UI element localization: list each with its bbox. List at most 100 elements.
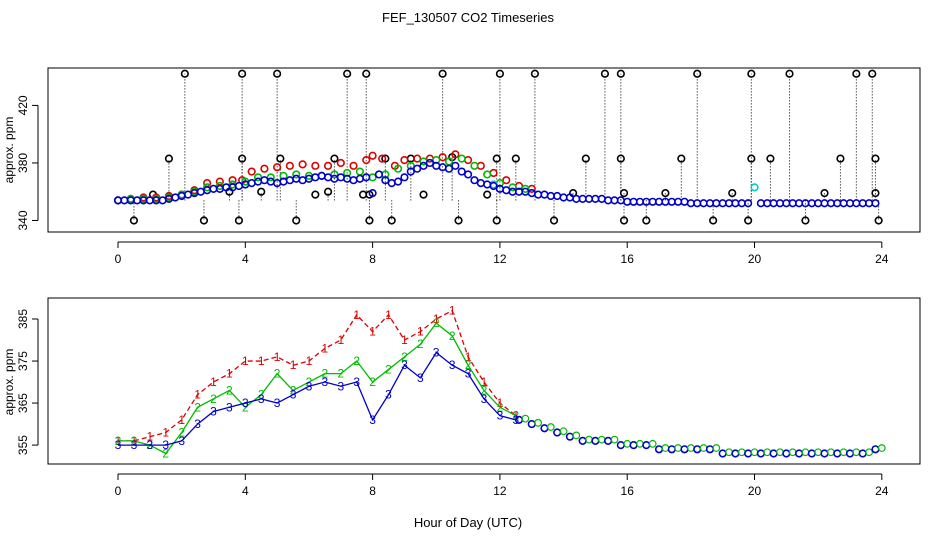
point-tail-green xyxy=(750,448,759,457)
point-blue xyxy=(387,178,396,188)
series-marker-2: 2 xyxy=(433,316,440,330)
series-marker-3: 3 xyxy=(481,392,488,406)
top-x-tick-label: 4 xyxy=(242,252,249,266)
point-black xyxy=(323,187,333,196)
series-marker-2: 2 xyxy=(131,434,138,448)
point-blue xyxy=(349,176,358,185)
point-tail xyxy=(731,449,740,458)
point-black xyxy=(661,189,670,198)
series-marker-1: 1 xyxy=(417,325,424,339)
bottom-x-tick-label: 12 xyxy=(493,484,507,498)
point-black xyxy=(820,189,829,198)
point-green xyxy=(292,170,301,179)
point-tail-green xyxy=(712,444,721,452)
point-red xyxy=(451,150,460,159)
point-tail xyxy=(553,428,562,437)
point-red xyxy=(413,154,422,163)
top-x-tick-label: 12 xyxy=(493,252,507,266)
point-black xyxy=(619,216,629,225)
point-tail-green xyxy=(865,448,873,457)
point-black xyxy=(871,189,880,198)
point-black xyxy=(180,69,189,78)
point-black xyxy=(199,216,209,225)
point-red xyxy=(489,168,498,178)
point-tail-green xyxy=(597,435,606,444)
chart-title: FEF_130507 CO2 Timeseries xyxy=(382,10,554,25)
point-tail xyxy=(871,445,880,454)
point-black xyxy=(852,69,861,78)
point-red xyxy=(285,161,294,170)
point-black xyxy=(785,69,794,78)
point-blue xyxy=(336,173,345,182)
point-blue xyxy=(871,199,880,208)
point-green xyxy=(393,164,403,173)
x-axis-label: Hour of Day (UTC) xyxy=(414,515,522,530)
point-black xyxy=(234,216,244,225)
point-red xyxy=(273,163,282,172)
point-red xyxy=(298,160,307,169)
series-marker-2: 2 xyxy=(290,383,297,397)
point-red xyxy=(438,153,447,162)
top-y-tick-label: 380 xyxy=(16,153,30,173)
series-marker-2: 2 xyxy=(417,337,424,351)
series-marker-1: 1 xyxy=(178,413,185,427)
series-marker-1: 1 xyxy=(274,350,281,364)
point-tail xyxy=(680,445,689,454)
series-marker-2: 2 xyxy=(178,425,185,439)
point-blue xyxy=(451,161,460,170)
point-green xyxy=(266,173,275,182)
series-marker-1: 1 xyxy=(512,409,519,423)
series-marker-3: 3 xyxy=(115,438,122,452)
series-marker-2: 2 xyxy=(162,446,169,460)
top-y-tick-label: 420 xyxy=(16,95,30,115)
series-marker-3: 3 xyxy=(337,379,344,393)
point-blue xyxy=(368,189,377,198)
point-blue xyxy=(425,158,434,168)
series-marker-3: 3 xyxy=(274,396,281,410)
point-green xyxy=(355,167,364,176)
top-data-layer xyxy=(113,69,883,225)
point-tail xyxy=(642,440,651,450)
point-black xyxy=(257,187,266,196)
point-green xyxy=(470,161,479,170)
point-tail-green xyxy=(877,444,886,452)
series-marker-1: 1 xyxy=(353,308,360,322)
point-blue xyxy=(393,177,403,186)
point-black xyxy=(801,216,810,225)
point-black xyxy=(292,216,301,225)
series-marker-2: 2 xyxy=(306,375,313,389)
point-blue xyxy=(317,171,326,180)
series-marker-2: 2 xyxy=(369,375,376,389)
series-marker-3: 3 xyxy=(322,375,329,389)
series-marker-3: 3 xyxy=(178,434,185,448)
point-tail xyxy=(604,436,613,445)
series-marker-1: 1 xyxy=(226,367,233,381)
point-black xyxy=(836,154,845,163)
point-tail xyxy=(756,449,765,458)
series-marker-1: 1 xyxy=(210,375,217,389)
point-black xyxy=(728,189,737,198)
series-marker-3: 3 xyxy=(131,438,138,452)
point-tail-green xyxy=(559,427,568,436)
point-tail-green xyxy=(585,435,593,444)
series-marker-2: 2 xyxy=(385,362,392,376)
point-black xyxy=(495,69,505,78)
point-blue xyxy=(285,176,294,185)
point-red xyxy=(349,161,358,170)
point-black xyxy=(238,69,247,78)
point-tail xyxy=(540,424,549,433)
top-panel: 0 4 8 12 16 20 24 340 380 420 approx. ppm xyxy=(2,67,921,266)
point-red xyxy=(247,167,256,176)
point-blue xyxy=(362,173,371,182)
point-tail xyxy=(591,436,600,445)
point-green xyxy=(521,184,530,193)
point-black xyxy=(693,69,702,78)
series-marker-1: 1 xyxy=(385,308,392,322)
point-tail xyxy=(705,445,715,454)
point-blue xyxy=(266,177,275,186)
point-tail-green xyxy=(763,448,772,457)
point-green xyxy=(483,170,492,179)
point-black xyxy=(744,216,753,225)
